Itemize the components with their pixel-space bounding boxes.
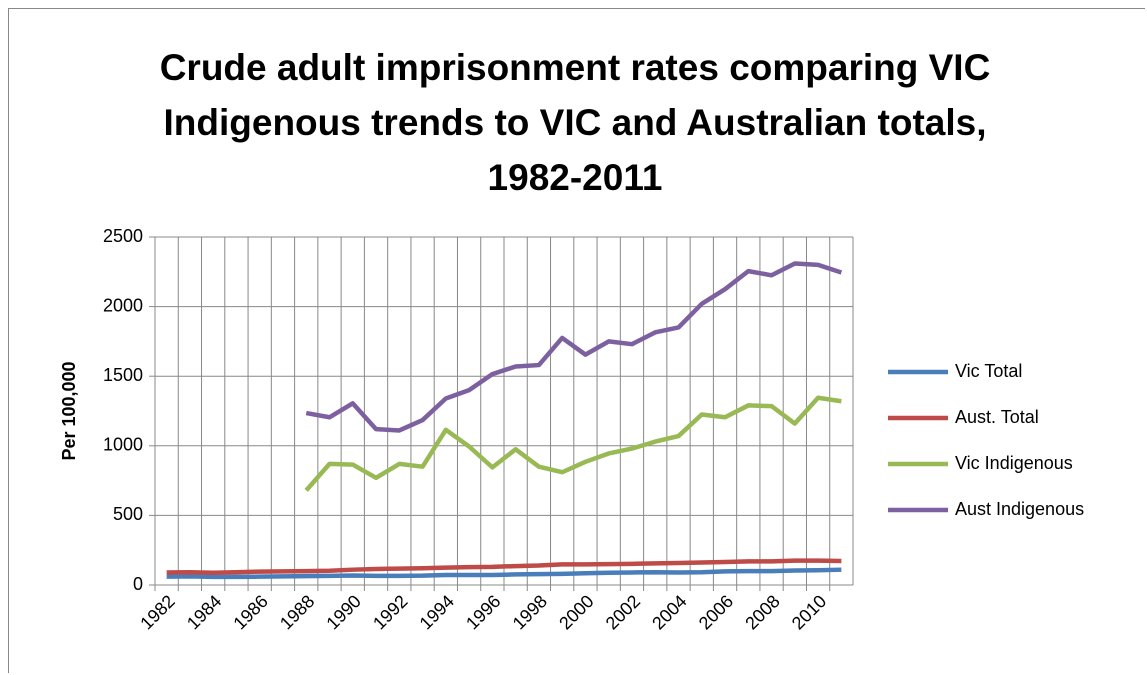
x-tick-label: 1986 (229, 591, 271, 633)
y-tick-label: 0 (133, 574, 143, 594)
y-tick-label: 2000 (103, 295, 143, 315)
y-tick-label: 500 (113, 504, 143, 524)
series-line (166, 558, 842, 575)
x-tick-label: 2010 (788, 591, 830, 633)
series-line (305, 261, 843, 433)
series-line (304, 395, 842, 492)
x-tick-label: 2000 (555, 591, 597, 633)
x-tick-label: 1982 (136, 591, 178, 633)
chart-frame (8, 8, 1145, 673)
legend-label: Aust. Total (955, 407, 1039, 427)
series-line (166, 567, 842, 580)
legend-label: Vic Total (955, 361, 1022, 381)
legend-label: Vic Indigenous (955, 453, 1073, 473)
x-tick-label: 1990 (322, 591, 364, 633)
y-tick-label: 2500 (103, 226, 143, 246)
x-tick-label: 1988 (276, 591, 318, 633)
y-tick-label: 1500 (103, 365, 143, 385)
x-tick-label: 2004 (648, 591, 690, 633)
x-tick-label: 1996 (462, 591, 504, 633)
chart-title: Crude adult imprisonment rates comparing… (159, 47, 991, 198)
x-tick-label: 2002 (602, 591, 644, 633)
x-tick-label: 1992 (369, 591, 411, 633)
y-axis-label: Per 100,000 (59, 361, 79, 460)
x-tick-label: 1994 (416, 591, 458, 633)
x-tick-label: 2006 (695, 591, 737, 633)
legend-label: Aust Indigenous (955, 499, 1084, 519)
x-tick-label: 2008 (741, 591, 783, 633)
y-tick-label: 1000 (103, 435, 143, 455)
x-tick-label: 1998 (509, 591, 551, 633)
x-tick-label: 1984 (183, 591, 225, 633)
